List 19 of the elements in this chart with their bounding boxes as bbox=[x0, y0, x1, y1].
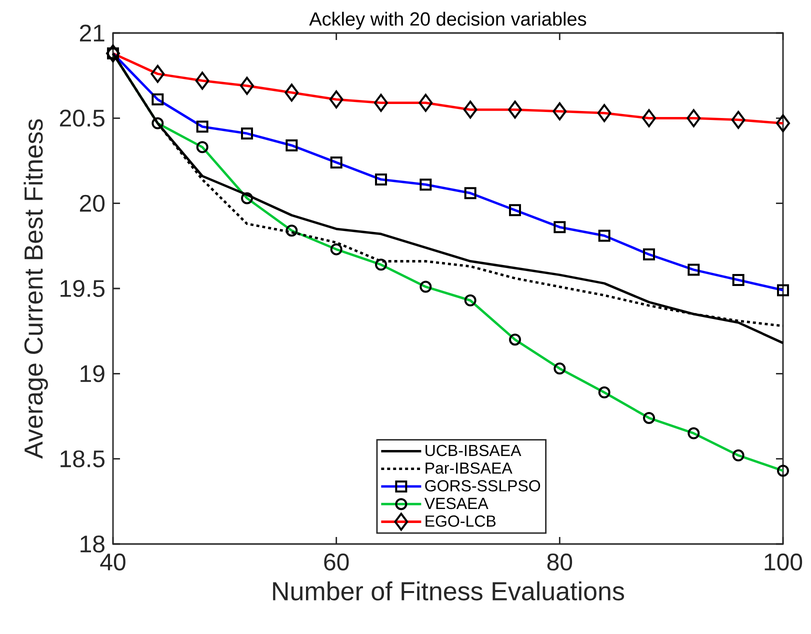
y-tick-label: 18 bbox=[80, 535, 104, 552]
y-tick-label: 21 bbox=[80, 24, 104, 42]
chart-title: Ackley with 20 decision variables bbox=[309, 12, 586, 30]
y-tick-label: 19 bbox=[80, 365, 104, 382]
y-tick-label: 20.5 bbox=[60, 110, 104, 127]
y-tick-label: 20 bbox=[80, 194, 105, 212]
legend-label: VESAEA bbox=[424, 498, 488, 510]
x-tick-label: 40 bbox=[100, 554, 126, 571]
y-axis-title: Average Current Best Fitness bbox=[24, 119, 48, 459]
y-tick-label: 18.5 bbox=[60, 450, 104, 468]
x-tick-label: 60 bbox=[324, 554, 349, 571]
legend-label: GORS-SSLPSO bbox=[425, 480, 540, 492]
legend-label: UCB-IBSAEA bbox=[426, 444, 522, 456]
x-tick-label: 80 bbox=[547, 554, 572, 571]
legend-label: EGO-LCB bbox=[426, 515, 496, 527]
x-axis-title: Number of Fitness Evaluations bbox=[273, 581, 624, 600]
x-tick-label: 100 bbox=[764, 554, 802, 571]
legend-label: Par-IBSAEA bbox=[426, 462, 512, 474]
y-tick-label: 19.5 bbox=[60, 280, 104, 297]
